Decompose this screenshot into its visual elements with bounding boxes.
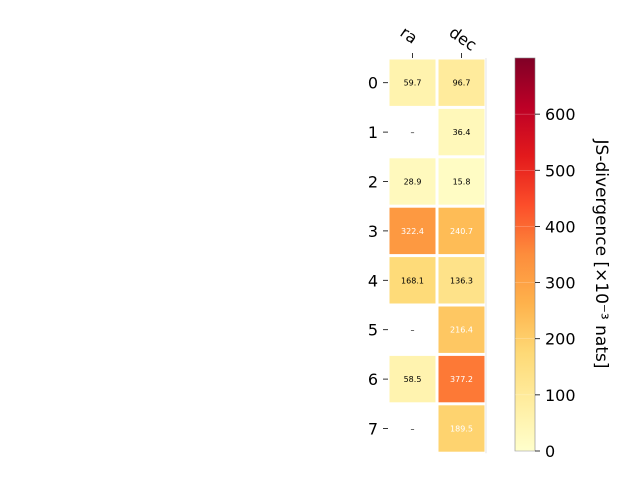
cell-value-label: 377.2 xyxy=(450,375,473,384)
colorbar-tick-label: 0 xyxy=(545,442,555,461)
column-axis: ra dec xyxy=(397,23,480,58)
cell-value-label: 216.4 xyxy=(450,326,473,335)
cell-value-label: 15.8 xyxy=(453,178,471,187)
cell-value-label: 59.7 xyxy=(404,79,422,88)
cell-value-label: 189.5 xyxy=(450,425,473,434)
heatmap-cell xyxy=(438,158,485,205)
cell-value-label: – xyxy=(411,128,415,137)
heatmap-cell xyxy=(438,405,485,452)
heatmap-cell xyxy=(389,158,436,205)
row-tick-label: 7 xyxy=(368,420,378,439)
heatmap-cell xyxy=(438,207,485,255)
colorbar-tick-label: 600 xyxy=(545,105,576,124)
colorbar-tick-label: 100 xyxy=(545,386,576,405)
heatmap-cell xyxy=(438,59,485,106)
colorbar-tick-label: 200 xyxy=(545,330,576,349)
row-tick-label: 0 xyxy=(368,74,378,93)
row-tick-label: 3 xyxy=(368,222,378,241)
row-tick-label: 5 xyxy=(368,321,378,340)
cell-value-label: 168.1 xyxy=(401,276,424,285)
cell-value-label: 58.5 xyxy=(404,375,422,384)
cell-value-label: 96.7 xyxy=(453,79,471,88)
colorbar-label: JS-divergence [×10⁻³ nats] xyxy=(591,139,611,369)
colorbar-tick-label: 400 xyxy=(545,217,576,236)
heatmap-cell xyxy=(389,59,436,106)
column-tick-label: ra xyxy=(397,23,421,48)
cell-value-label: – xyxy=(411,425,415,434)
heatmap-cell xyxy=(438,306,485,353)
cell-value-label: – xyxy=(411,326,415,335)
cell-value-label: 136.3 xyxy=(450,276,473,285)
heatmap-cell xyxy=(389,207,436,255)
heatmap-cell xyxy=(389,355,436,403)
colorbar-tick-label: 300 xyxy=(545,274,576,293)
cell-value-label: 240.7 xyxy=(450,227,473,236)
heatmap-cell xyxy=(438,108,485,156)
cell-value-label: 36.4 xyxy=(453,128,471,137)
heatmap-cell xyxy=(389,257,436,304)
row-tick-label: 4 xyxy=(368,271,378,290)
colorbar: 0 100 200 300 400 500 600 JS-divergence [×10⁻³… xyxy=(514,57,611,461)
row-tick-label: 2 xyxy=(368,173,378,192)
cell-value-label: 322.4 xyxy=(401,227,424,236)
heatmap-cells: 59.7 96.7 – 36.4 28.9 15.8 322.4 240.7 168.1 136.… xyxy=(389,58,487,454)
colorbar-tick-label: 500 xyxy=(545,161,576,180)
row-axis: 0 1 2 3 4 5 6 7 xyxy=(368,74,388,439)
colorbar-gradient xyxy=(514,57,536,452)
heatmap-cell xyxy=(438,257,485,304)
cell-value-label: 28.9 xyxy=(404,178,422,187)
row-tick-label: 1 xyxy=(368,123,378,142)
row-tick-label: 6 xyxy=(368,370,378,389)
heatmap-cell xyxy=(438,355,485,403)
column-tick-label: dec xyxy=(446,23,480,55)
